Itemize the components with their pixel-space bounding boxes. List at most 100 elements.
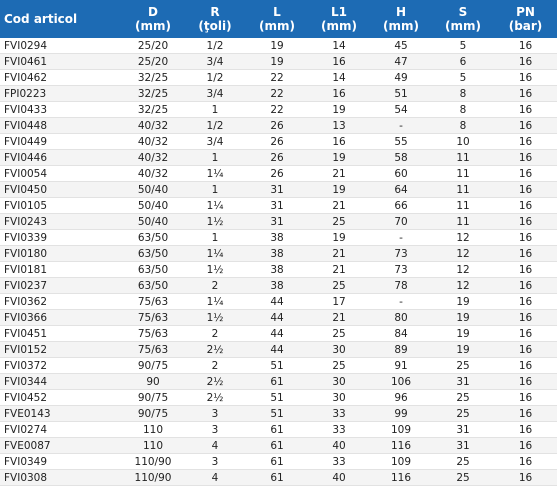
table-cell: 2½ xyxy=(184,389,246,406)
table-cell: 78 xyxy=(370,277,432,294)
header-unit: (mm) xyxy=(259,19,295,33)
table-cell: 16 xyxy=(308,53,370,70)
table-cell: 63/50 xyxy=(122,245,184,262)
article-code: FVI0274 xyxy=(0,421,122,438)
table-row: FVI0274 110 3 61 33 109 31 16 xyxy=(0,421,557,438)
table-row: FPI0223 32/25 3/4 22 16 51 8 16 xyxy=(0,85,557,102)
table-cell: 16 xyxy=(494,101,557,118)
table-cell: 51 xyxy=(246,389,308,406)
table-cell: 32/25 xyxy=(122,85,184,102)
table-cell: 63/50 xyxy=(122,261,184,278)
table-cell: 25/20 xyxy=(122,38,184,54)
article-code: FVI0461 xyxy=(0,53,122,70)
table-row: FVI0181 63/50 1½ 38 21 73 12 16 xyxy=(0,261,557,278)
table-cell: 11 xyxy=(432,149,494,166)
table-cell: 44 xyxy=(246,293,308,310)
table-cell: 25 xyxy=(432,405,494,422)
header-symbol: R xyxy=(210,5,220,19)
table-cell: 21 xyxy=(308,197,370,214)
table-cell: 73 xyxy=(370,261,432,278)
table-row: FVI0372 90/75 2 51 25 91 25 16 xyxy=(0,357,557,374)
table-cell: - xyxy=(370,293,432,310)
header-cell: R (ţoli) xyxy=(184,0,246,38)
table-cell: 1¼ xyxy=(184,293,246,310)
table-cell: 11 xyxy=(432,197,494,214)
table-cell: 75/63 xyxy=(122,325,184,342)
table-cell: 90 xyxy=(122,373,184,390)
table-cell: 26 xyxy=(246,149,308,166)
header-symbol: H xyxy=(395,5,407,19)
table-cell: 16 xyxy=(308,85,370,102)
table-cell: 12 xyxy=(432,245,494,262)
header-symbol: D xyxy=(148,5,158,19)
table-row: FVI0449 40/32 3/4 26 16 55 10 16 xyxy=(0,133,557,150)
table-cell: 16 xyxy=(494,421,557,438)
table-cell: 38 xyxy=(246,229,308,246)
table-cell: 110 xyxy=(122,437,184,454)
table-cell: 8 xyxy=(432,101,494,118)
table-cell: 50/40 xyxy=(122,197,184,214)
table-cell: 1½ xyxy=(184,261,246,278)
table-cell: 31 xyxy=(432,421,494,438)
table-cell: 25 xyxy=(432,357,494,374)
table-cell: 16 xyxy=(494,405,557,422)
table-cell: 16 xyxy=(494,245,557,262)
table-cell: 19 xyxy=(308,181,370,198)
article-code: FVI0344 xyxy=(0,373,122,390)
table-cell: 25/20 xyxy=(122,53,184,70)
table-cell: 26 xyxy=(246,133,308,150)
table-cell: 16 xyxy=(494,85,557,102)
table-cell: 6 xyxy=(432,53,494,70)
table-cell: 16 xyxy=(494,133,557,150)
table-cell: 1¼ xyxy=(184,245,246,262)
header-unit: (ţoli) xyxy=(198,19,232,33)
table-cell: 45 xyxy=(370,38,432,54)
table-cell: 96 xyxy=(370,389,432,406)
table-cell: 16 xyxy=(494,437,557,454)
table-cell: 58 xyxy=(370,149,432,166)
table-row: FVI0461 25/20 3/4 19 16 47 6 16 xyxy=(0,53,557,70)
table-cell: 16 xyxy=(494,69,557,86)
table-cell: 21 xyxy=(308,165,370,182)
article-code: FVI0362 xyxy=(0,293,122,310)
table-cell: 40/32 xyxy=(122,117,184,134)
table-cell: 91 xyxy=(370,357,432,374)
table-cell: 11 xyxy=(432,213,494,230)
header-symbol: S xyxy=(458,5,468,19)
table-cell: 2 xyxy=(184,357,246,374)
header-cell: L (mm) xyxy=(246,0,308,38)
table-cell: 19 xyxy=(308,101,370,118)
table-row: FVI0105 50/40 1¼ 31 21 66 11 16 xyxy=(0,197,557,214)
table-cell: 109 xyxy=(370,453,432,470)
table-cell: 1¼ xyxy=(184,165,246,182)
table-row: FVI0446 40/32 1 26 19 58 11 16 xyxy=(0,149,557,166)
table-cell: 19 xyxy=(308,149,370,166)
article-code: FVI0448 xyxy=(0,117,122,134)
table-cell: 38 xyxy=(246,245,308,262)
table-cell: 1/2 xyxy=(184,38,246,54)
table-cell: 61 xyxy=(246,421,308,438)
article-code: FVI0446 xyxy=(0,149,122,166)
table-cell: 70 xyxy=(370,213,432,230)
table-cell: 33 xyxy=(308,405,370,422)
table-cell: 61 xyxy=(246,373,308,390)
table-cell: 16 xyxy=(494,389,557,406)
table-row: FVI0450 50/40 1 31 19 64 11 16 xyxy=(0,181,557,198)
table-cell: 44 xyxy=(246,309,308,326)
table-cell: 22 xyxy=(246,69,308,86)
article-code: FVI0308 xyxy=(0,469,122,486)
header-unit: (mm) xyxy=(321,19,357,33)
table-cell: 19 xyxy=(432,293,494,310)
table-cell: 49 xyxy=(370,69,432,86)
table-cell: 16 xyxy=(494,197,557,214)
header-symbol: Cod articol xyxy=(4,12,78,26)
article-code: FVI0366 xyxy=(0,309,122,326)
article-code: FVI0181 xyxy=(0,261,122,278)
table-cell: 61 xyxy=(246,469,308,486)
table-cell: 19 xyxy=(432,309,494,326)
table-header: Cod articol D (mm) R (ţoli) L (mm) L1 (mm) H (mm) S… xyxy=(0,0,557,38)
table-cell: 16 xyxy=(494,309,557,326)
table-row: FVI0294 25/20 1/2 19 14 45 5 16 xyxy=(0,38,557,54)
